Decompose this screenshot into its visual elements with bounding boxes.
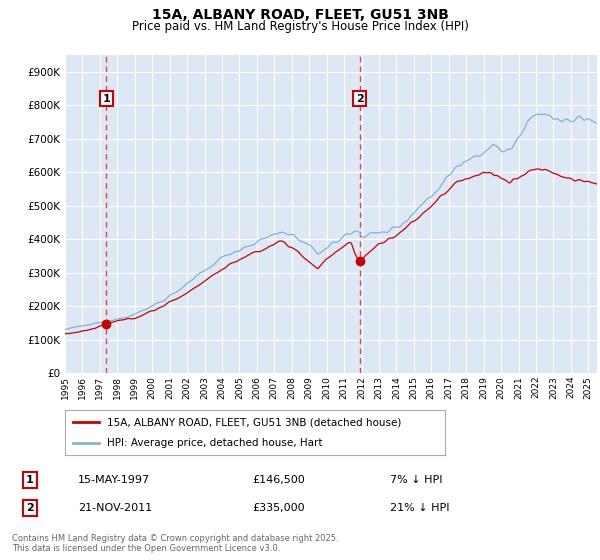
Text: HPI: Average price, detached house, Hart: HPI: Average price, detached house, Hart [107, 438, 322, 448]
Text: 7% ↓ HPI: 7% ↓ HPI [390, 475, 443, 485]
Text: 1: 1 [26, 475, 34, 485]
Text: 1: 1 [103, 94, 110, 104]
Text: £335,000: £335,000 [252, 503, 305, 513]
Text: 2: 2 [356, 94, 364, 104]
Text: 2: 2 [26, 503, 34, 513]
Text: 15-MAY-1997: 15-MAY-1997 [78, 475, 150, 485]
Text: Price paid vs. HM Land Registry's House Price Index (HPI): Price paid vs. HM Land Registry's House … [131, 20, 469, 33]
Text: £146,500: £146,500 [252, 475, 305, 485]
Text: 15A, ALBANY ROAD, FLEET, GU51 3NB (detached house): 15A, ALBANY ROAD, FLEET, GU51 3NB (detac… [107, 417, 401, 427]
Text: 21% ↓ HPI: 21% ↓ HPI [390, 503, 449, 513]
Text: Contains HM Land Registry data © Crown copyright and database right 2025.
This d: Contains HM Land Registry data © Crown c… [12, 534, 338, 553]
Text: 15A, ALBANY ROAD, FLEET, GU51 3NB: 15A, ALBANY ROAD, FLEET, GU51 3NB [152, 8, 448, 22]
Text: 21-NOV-2011: 21-NOV-2011 [78, 503, 152, 513]
